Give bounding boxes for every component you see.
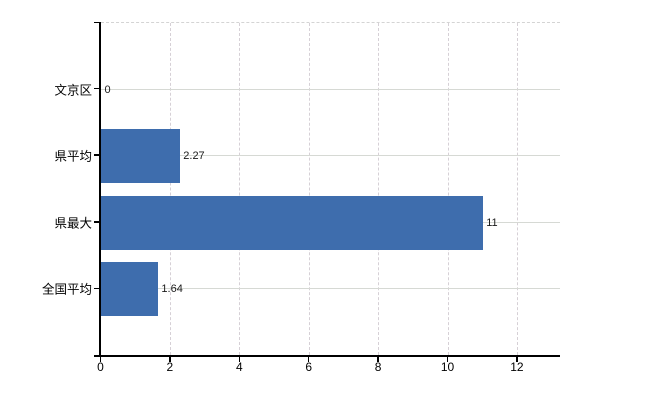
x-axis-tick bbox=[377, 356, 379, 362]
y-axis-tick bbox=[94, 87, 100, 90]
y-axis-tick bbox=[94, 221, 100, 223]
plot-area: 0 2.27 11 1.64 bbox=[100, 22, 560, 355]
horizontal-gridline bbox=[100, 155, 560, 157]
y-axis-label: 県平均 bbox=[54, 149, 92, 164]
x-axis-tick bbox=[169, 356, 171, 362]
vertical-gridline bbox=[447, 23, 449, 355]
y-axis-label: 文京区 bbox=[54, 83, 92, 98]
x-axis-tick bbox=[307, 356, 310, 362]
vertical-gridline bbox=[169, 23, 171, 355]
x-axis-line bbox=[94, 355, 560, 357]
x-axis-tick bbox=[446, 356, 449, 362]
x-axis-tick bbox=[238, 356, 241, 362]
value-label: 1.64 bbox=[161, 283, 183, 296]
bar bbox=[101, 262, 159, 317]
y-axis-label: 全国平均 bbox=[41, 282, 92, 297]
y-axis-label: 県最大 bbox=[54, 216, 92, 231]
x-axis-tick-label: 8 bbox=[374, 360, 382, 374]
y-axis-tick bbox=[94, 154, 100, 156]
x-axis-tick bbox=[516, 356, 518, 362]
value-label: 11 bbox=[486, 216, 498, 229]
x-axis-tick-label: 12 bbox=[510, 360, 524, 374]
vertical-gridline bbox=[516, 23, 518, 355]
x-axis-tick-label: 0 bbox=[97, 360, 104, 374]
x-axis-tick-label: 2 bbox=[166, 360, 174, 374]
vertical-gridline bbox=[239, 23, 241, 355]
x-axis-tick-label: 10 bbox=[440, 360, 455, 374]
y-axis-end-tick bbox=[94, 21, 100, 23]
x-axis-tick bbox=[99, 356, 102, 362]
value-label: 0 bbox=[104, 83, 111, 96]
vertical-gridline bbox=[308, 23, 310, 355]
x-axis-tick-label: 4 bbox=[235, 360, 243, 374]
bar bbox=[101, 195, 483, 250]
bar bbox=[101, 129, 181, 184]
x-axis-tick-label: 6 bbox=[305, 360, 313, 374]
y-axis-tick bbox=[94, 287, 100, 290]
value-label: 2.27 bbox=[183, 150, 205, 163]
horizontal-gridline bbox=[100, 88, 560, 90]
horizontal-gridline bbox=[100, 288, 560, 290]
y-axis-line bbox=[99, 22, 101, 355]
vertical-gridline bbox=[378, 23, 380, 355]
